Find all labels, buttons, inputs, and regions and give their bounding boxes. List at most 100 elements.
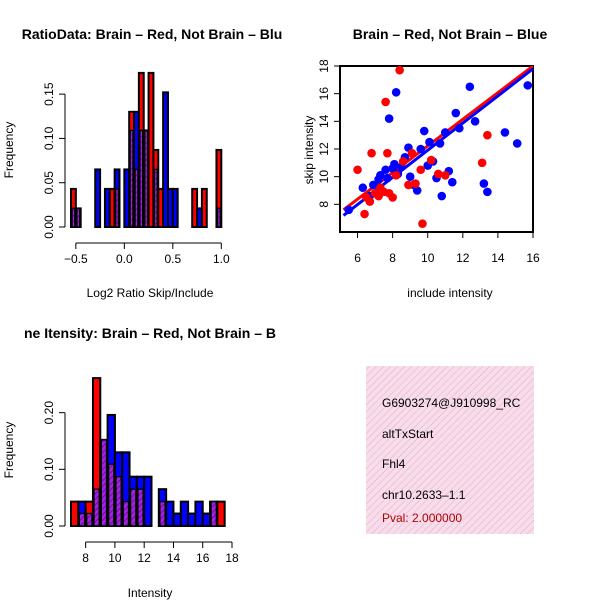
scatter-point-blue [479,179,489,188]
scatter-point-red [391,170,401,180]
intensity-hist-bar-overlap [122,500,130,527]
info-right-mask [534,390,600,420]
ratio-hist-bar-overlap [153,168,158,228]
info-pval: Pval: 2.000000 [382,511,462,525]
ratio-hist-title: RatioData: Brain – Red, Not Brain – Blu [22,26,283,42]
ratio-hist-x-tick-label: 1.0 [213,252,230,266]
ratio-hist-x-tick-label: 0.5 [164,252,181,266]
intensity-hist-bar-overlap [137,488,144,527]
scatter-point-blue [465,82,475,92]
scatter-point-blue [451,108,461,118]
intensity-hist-bar-overlap [93,488,100,527]
ratio-hist-xlabel: Log2 Ratio Skip/Include [87,286,214,300]
info-event-type: altTxStart [382,427,434,441]
intensity-hist-bar-blue [165,500,175,527]
info-gene-symbol: Fhl4 [382,457,406,471]
ratio-hist-ylabel: Frequency [2,122,16,179]
intensity-hist-bar-overlap [159,500,166,527]
scatter-x-tick-label: 14 [491,251,505,265]
intensity-hist-x-tick-label: 12 [138,551,152,565]
scatter-point-red [404,180,413,190]
intensity-hist-y-tick-label: 0.00 [42,514,56,538]
intensity-hist-bar-overlap [100,439,108,527]
scatter-point-red [360,209,369,219]
scatter-point-blue [405,172,415,181]
scatter-point-blue [500,128,510,137]
info-box: G6903274@J910998_RC altTxStart Fhl4 chr1… [366,366,534,534]
intensity-hist-bar-blue [201,512,212,527]
intensity-hist-bar-blue [194,500,204,527]
intensity-hist-panel: ne Itensity: Brain – Red, Not Brain – B … [2,325,276,600]
scatter-point-red [418,219,427,228]
intensity-hist-title: ne Itensity: Brain – Red, Not Brain – B [24,325,276,341]
scatter-y-tick-label: 10 [317,170,331,184]
ratio-hist-y-tick-label: 0.05 [42,171,56,195]
intensity-hist-bar-overlap [85,512,93,527]
scatter-y-tick-label: 16 [317,87,331,101]
scatter-x-tick-label: 16 [526,251,540,265]
ratio-hist-axes: −0.5 0.0 0.5 1.0 0.00 0.05 0.10 0.15 [42,82,230,266]
scatter-points [344,65,533,228]
scatter-point-blue [383,173,392,183]
intensity-hist-xlabel: Intensity [128,586,173,600]
scatter-y-tick-label: 14 [317,114,331,128]
scatter-point-blue [419,126,429,136]
scatter-x-tick-label: 10 [421,251,435,265]
scatter-axes: 6 8 10 12 14 16 8 10 12 14 16 18 [317,59,540,265]
intensity-hist-axes: 8 10 12 14 16 18 0.00 0.10 0.20 [42,401,239,565]
intensity-hist-bar-overlap [129,488,137,527]
intensity-hist-x-tick-label: 16 [196,551,210,565]
scatter-point-blue [483,187,492,197]
scatter-ylabel: skip intensity [302,116,316,185]
scatter-y-tick-label: 8 [317,201,331,208]
scatter-point-blue [435,139,445,148]
intensity-hist-bar-red [70,500,80,527]
intensity-hist-bar-blue [143,475,153,528]
scatter-point-red [426,155,436,165]
intensity-hist-y-tick-label: 0.10 [42,457,56,481]
scatter-point-red [477,158,487,168]
scatter-point-red [365,197,375,206]
ratio-hist-bar-overlap [129,129,134,228]
ratio-hist-bar-overlap [71,207,76,228]
intensity-hist-ylabel: Frequency [2,422,16,479]
scatter-point-red [411,179,420,188]
scatter-point-blue [425,137,434,147]
scatter-point-red [407,148,417,158]
ratio-hist-x-tick-label: −0.5 [64,252,88,266]
ratio-hist-bars [70,71,223,229]
ratio-hist-bar-overlap [139,129,144,228]
scatter-point-blue [376,170,385,180]
scatter-x-tick-label: 6 [354,251,361,265]
intensity-hist-bar-red [216,500,226,527]
ratio-hist-bar-overlap [216,207,222,228]
scatter-point-blue [358,183,368,193]
intensity-hist-bar-overlap [115,476,122,527]
scatter-point-blue [447,177,457,187]
ratio-hist-bar-overlap [144,129,149,228]
scatter-point-red [353,165,362,175]
scatter-point-red [381,97,390,107]
intensity-hist-y-tick-label: 0.20 [42,401,56,425]
ratio-hist-bar-blue [162,91,169,228]
ratio-hist-bar-overlap [76,207,81,228]
intensity-hist-x-tick-label: 8 [82,551,89,565]
info-gene-id: G6903274@J910998_RC [382,396,521,410]
scatter-point-blue [416,144,426,154]
intensity-hist-bar-blue [172,512,182,527]
scatter-point-red [398,157,408,166]
ratio-hist-bar-overlap [114,188,120,228]
ratio-hist-bar-blue [94,168,102,229]
intensity-scatter-panel: Brain – Red, Not Brain – Blue 6 8 10 12 14 16… [302,26,547,300]
scatter-point-blue [390,159,399,169]
scatter-point-blue [440,128,450,137]
scatter-point-blue [437,191,447,201]
scatter-point-blue [391,87,401,97]
info-location: chr10.2633–1.1 [382,488,466,502]
intensity-scatter-title: Brain – Red, Not Brain – Blue [353,26,548,42]
scatter-y-tick-label: 12 [317,142,331,156]
ratio-hist-y-tick-label: 0.10 [42,126,56,150]
scatter-point-red [440,170,450,180]
scatter-y-tick-label: 18 [317,59,331,73]
ratio-hist-panel: RatioData: Brain – Red, Not Brain – Blu … [2,26,282,300]
